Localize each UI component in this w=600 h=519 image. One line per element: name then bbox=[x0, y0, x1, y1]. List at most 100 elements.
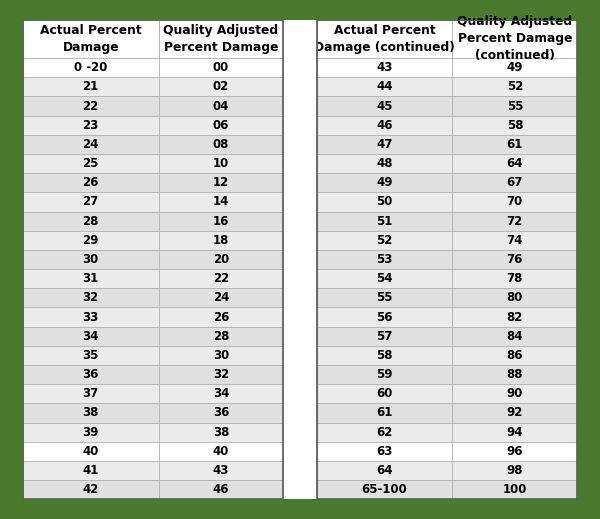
Text: 42: 42 bbox=[83, 483, 99, 496]
Text: 31: 31 bbox=[83, 272, 99, 285]
Bar bbox=[452, 231, 577, 250]
Text: 80: 80 bbox=[506, 291, 523, 304]
Bar bbox=[23, 97, 158, 116]
Text: 24: 24 bbox=[213, 291, 229, 304]
Bar bbox=[317, 135, 452, 154]
Text: 86: 86 bbox=[506, 349, 523, 362]
Text: 29: 29 bbox=[83, 234, 99, 247]
Bar bbox=[317, 442, 452, 461]
Text: 41: 41 bbox=[83, 464, 99, 477]
Bar bbox=[452, 365, 577, 384]
Text: 78: 78 bbox=[506, 272, 523, 285]
Bar bbox=[452, 173, 577, 193]
Text: 82: 82 bbox=[506, 310, 523, 323]
Text: 30: 30 bbox=[213, 349, 229, 362]
Text: Quality Adjusted
Percent Damage: Quality Adjusted Percent Damage bbox=[163, 24, 278, 54]
Bar bbox=[317, 269, 452, 288]
Bar bbox=[23, 20, 158, 58]
Bar bbox=[452, 154, 577, 173]
Text: 47: 47 bbox=[376, 138, 393, 151]
Bar bbox=[317, 58, 452, 77]
Text: 90: 90 bbox=[506, 387, 523, 400]
Bar bbox=[452, 97, 577, 116]
Text: 88: 88 bbox=[506, 368, 523, 381]
Text: 38: 38 bbox=[83, 406, 99, 419]
Bar bbox=[23, 20, 283, 499]
Bar bbox=[317, 461, 452, 480]
Text: 50: 50 bbox=[376, 196, 393, 209]
Bar bbox=[317, 97, 452, 116]
Text: 57: 57 bbox=[376, 330, 393, 343]
Text: 28: 28 bbox=[83, 215, 99, 228]
Text: 26: 26 bbox=[83, 176, 99, 189]
Text: 37: 37 bbox=[83, 387, 99, 400]
Bar bbox=[452, 403, 577, 422]
Text: 36: 36 bbox=[83, 368, 99, 381]
Text: 06: 06 bbox=[213, 119, 229, 132]
Text: 58: 58 bbox=[376, 349, 393, 362]
Bar bbox=[158, 58, 283, 77]
Text: 24: 24 bbox=[83, 138, 99, 151]
Bar bbox=[452, 269, 577, 288]
Text: 74: 74 bbox=[506, 234, 523, 247]
Bar bbox=[158, 212, 283, 231]
Text: 98: 98 bbox=[506, 464, 523, 477]
Bar bbox=[23, 307, 158, 326]
Bar bbox=[317, 231, 452, 250]
Text: 61: 61 bbox=[506, 138, 523, 151]
Bar bbox=[452, 461, 577, 480]
Bar bbox=[23, 58, 158, 77]
Text: 18: 18 bbox=[213, 234, 229, 247]
Bar bbox=[317, 154, 452, 173]
Bar bbox=[23, 173, 158, 193]
Bar bbox=[158, 422, 283, 442]
Text: 64: 64 bbox=[376, 464, 393, 477]
Bar bbox=[23, 269, 158, 288]
Text: 51: 51 bbox=[376, 215, 393, 228]
Bar bbox=[158, 173, 283, 193]
Bar bbox=[158, 288, 283, 307]
Text: 00: 00 bbox=[213, 61, 229, 74]
Text: 43: 43 bbox=[376, 61, 393, 74]
Text: 76: 76 bbox=[506, 253, 523, 266]
Bar bbox=[317, 403, 452, 422]
Bar bbox=[158, 346, 283, 365]
Text: 28: 28 bbox=[213, 330, 229, 343]
Bar bbox=[23, 384, 158, 403]
Text: 43: 43 bbox=[213, 464, 229, 477]
Text: 52: 52 bbox=[376, 234, 393, 247]
Text: 84: 84 bbox=[506, 330, 523, 343]
Text: 48: 48 bbox=[376, 157, 393, 170]
Bar bbox=[23, 193, 158, 212]
Bar bbox=[317, 365, 452, 384]
Text: 33: 33 bbox=[83, 310, 99, 323]
Bar bbox=[317, 346, 452, 365]
Text: 02: 02 bbox=[213, 80, 229, 93]
Text: 94: 94 bbox=[506, 426, 523, 439]
Bar bbox=[317, 288, 452, 307]
Text: 20: 20 bbox=[213, 253, 229, 266]
Text: 35: 35 bbox=[83, 349, 99, 362]
Bar bbox=[23, 288, 158, 307]
Text: 38: 38 bbox=[213, 426, 229, 439]
Bar bbox=[23, 135, 158, 154]
Text: 26: 26 bbox=[213, 310, 229, 323]
Text: 34: 34 bbox=[213, 387, 229, 400]
Text: 25: 25 bbox=[83, 157, 99, 170]
Bar bbox=[452, 135, 577, 154]
Text: 27: 27 bbox=[83, 196, 99, 209]
Bar bbox=[317, 250, 452, 269]
Bar bbox=[158, 154, 283, 173]
Text: 63: 63 bbox=[376, 445, 393, 458]
Text: 46: 46 bbox=[213, 483, 229, 496]
Text: 44: 44 bbox=[376, 80, 393, 93]
Text: 40: 40 bbox=[83, 445, 99, 458]
Text: 53: 53 bbox=[376, 253, 393, 266]
Bar bbox=[23, 403, 158, 422]
Bar bbox=[158, 77, 283, 97]
Text: 49: 49 bbox=[376, 176, 393, 189]
Bar bbox=[283, 20, 317, 499]
Text: 65-100: 65-100 bbox=[362, 483, 407, 496]
Text: 72: 72 bbox=[507, 215, 523, 228]
Text: 40: 40 bbox=[213, 445, 229, 458]
